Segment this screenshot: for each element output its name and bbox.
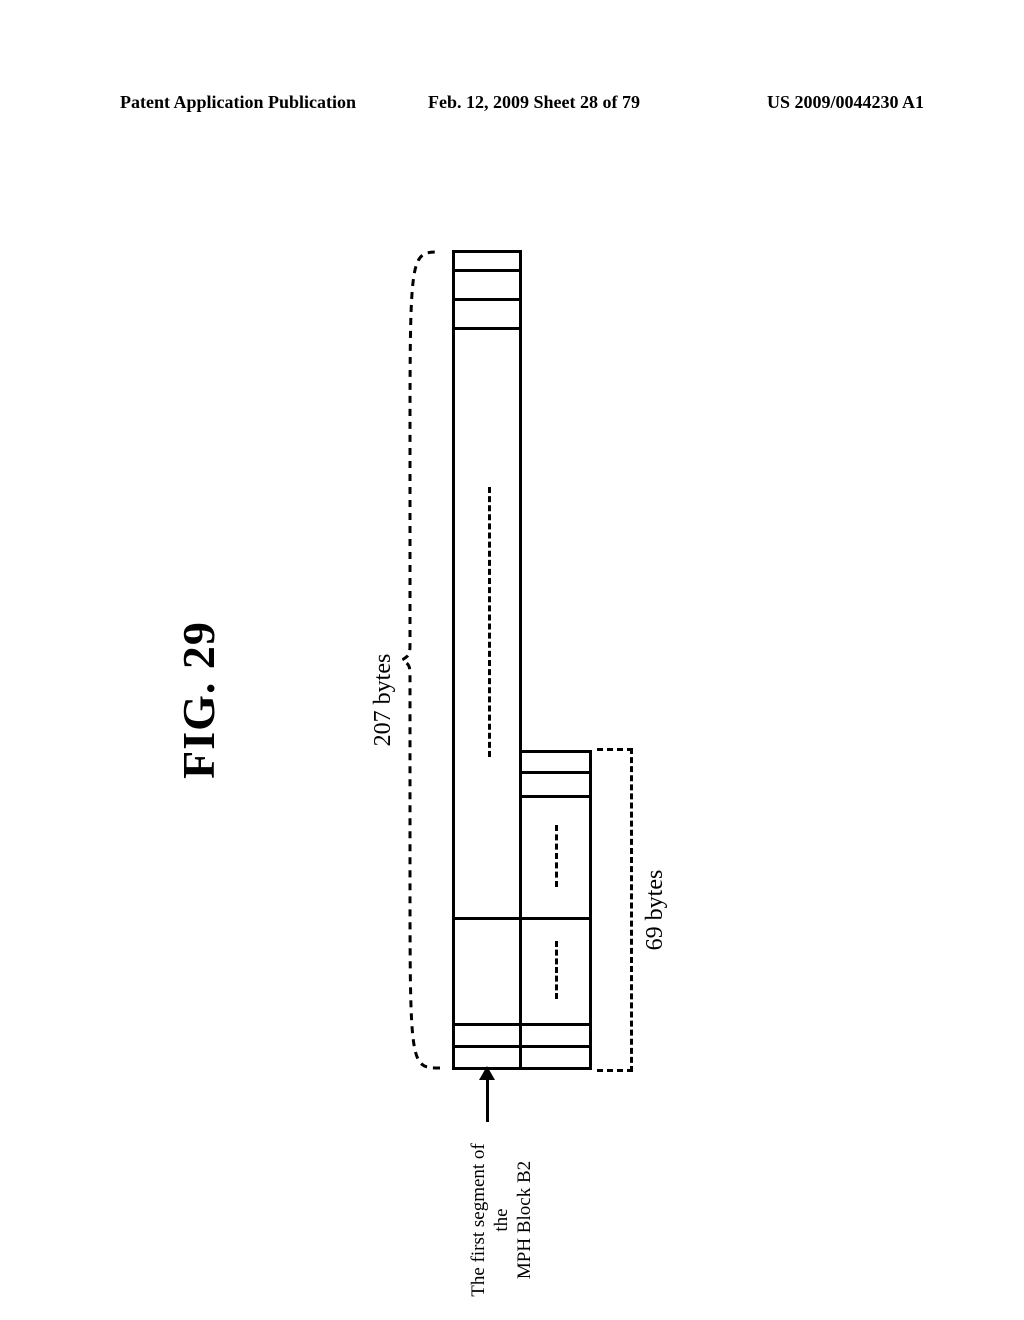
row207-seg xyxy=(455,327,519,917)
row207-seg xyxy=(455,269,519,298)
figure-title: FIG. 29 xyxy=(172,621,225,779)
row-69-bytes xyxy=(522,750,592,1070)
caption-line-2: MPH Block B2 xyxy=(514,1161,535,1279)
row69-seg xyxy=(522,771,589,795)
page: Patent Application Publication Feb. 12, … xyxy=(0,0,1024,1320)
row69-seg xyxy=(522,1023,589,1045)
row207-seg xyxy=(455,1023,519,1045)
row69-seg xyxy=(522,917,589,1023)
row69-seg xyxy=(522,753,589,771)
row207-seg xyxy=(455,917,519,1023)
ellipsis-line xyxy=(555,941,558,999)
header-middle: Feb. 12, 2009 Sheet 28 of 79 xyxy=(428,92,640,113)
row-207-bytes xyxy=(452,250,522,1070)
label-69-bytes: 69 bytes xyxy=(642,870,669,951)
row69-seg xyxy=(522,1045,589,1067)
caption-line-1: The first segment of the xyxy=(468,1143,512,1297)
row207-seg xyxy=(455,253,519,269)
figure-29: FIG. 29 207 bytes xyxy=(132,200,892,1200)
label-207-bytes: 207 bytes xyxy=(370,654,397,747)
ellipsis-line xyxy=(555,825,558,887)
ellipsis-line xyxy=(488,487,491,757)
row207-seg xyxy=(455,1045,519,1067)
row207-seg xyxy=(455,298,519,327)
brace-69-bytes xyxy=(597,748,633,1072)
header-left: Patent Application Publication xyxy=(120,92,356,113)
row69-seg xyxy=(522,795,589,917)
segment-caption: The first segment of the MPH Block B2 xyxy=(468,1130,536,1310)
brace-207-bytes xyxy=(402,250,442,1070)
header-right: US 2009/0044230 A1 xyxy=(767,92,924,113)
arrow-head-icon xyxy=(479,1066,495,1080)
